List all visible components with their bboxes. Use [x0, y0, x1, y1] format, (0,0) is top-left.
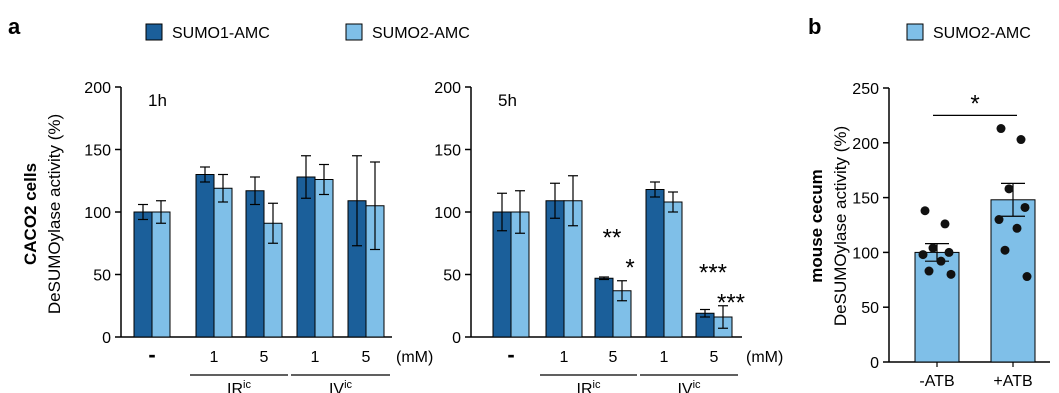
data-point — [1000, 245, 1010, 255]
y-tick-label: 100 — [84, 205, 111, 222]
x-tick-label: 1 — [660, 349, 669, 366]
legend-swatch-sumo2 — [345, 23, 363, 41]
y-tick-label: 150 — [434, 143, 461, 160]
significance-marker: ** — [603, 224, 622, 251]
x-tick-label: 1 — [311, 349, 320, 366]
y-tick-label: 50 — [861, 300, 879, 317]
x-tick-label: - — [507, 342, 514, 367]
group-label: IVic — [329, 379, 353, 393]
x-tick-label: 1 — [560, 349, 569, 366]
y-tick-label: 250 — [852, 81, 879, 98]
group-label: IVic — [677, 379, 701, 393]
data-point — [928, 243, 938, 253]
legend-swatch-b-sumo2 — [906, 23, 924, 41]
bar-sumo1 — [545, 200, 565, 338]
y-tick-label: 100 — [434, 205, 461, 222]
y-title-bold-a: CACO2 cells — [21, 163, 40, 265]
data-point — [1016, 135, 1026, 145]
bar-sumo2 — [151, 211, 171, 338]
y-tick-label: 150 — [84, 143, 111, 160]
bar-sumo1 — [296, 176, 316, 338]
chart-title: 1h — [148, 91, 167, 110]
x-unit-label: (mM) — [396, 349, 433, 366]
y-title-a: DeSUMOylase activity (%) — [45, 114, 64, 314]
y-tick-label: 0 — [452, 330, 461, 347]
data-point — [944, 247, 954, 257]
x-tick-label: 5 — [710, 349, 719, 366]
data-point — [1020, 202, 1030, 212]
x-tick-label: - — [148, 342, 155, 367]
y-tick-label: 150 — [852, 191, 879, 208]
y-title-bold-b: mouse cecum — [807, 169, 826, 282]
x-tick-label: -ATB — [919, 373, 954, 390]
significance-marker: * — [625, 254, 634, 281]
panel-letter-b: b — [808, 14, 821, 39]
y-tick-label: 50 — [443, 268, 461, 285]
data-point — [994, 215, 1004, 225]
x-tick-label: 5 — [260, 349, 269, 366]
y-tick-label: 0 — [870, 355, 879, 372]
bar-sumo2 — [213, 187, 233, 338]
bar-sumo1 — [195, 174, 215, 338]
data-point — [996, 124, 1006, 134]
y-tick-label: 100 — [852, 245, 879, 262]
y-tick-label: 200 — [852, 136, 879, 153]
legend-label-sumo1: SUMO1-AMC — [172, 25, 270, 42]
bar-sumo2 — [990, 199, 1036, 363]
significance-marker: * — [970, 90, 979, 117]
x-tick-label: 5 — [362, 349, 371, 366]
panel-letter-a: a — [8, 14, 21, 39]
data-point — [946, 269, 956, 279]
chart-title: 5h — [498, 91, 517, 110]
x-tick-label: 1 — [210, 349, 219, 366]
bar-sumo1 — [133, 211, 153, 338]
data-point — [920, 206, 930, 216]
significance-marker: *** — [717, 289, 745, 316]
y-tick-label: 50 — [93, 268, 111, 285]
bar-sumo2 — [663, 201, 683, 338]
legend-swatch-sumo1 — [145, 23, 163, 41]
bar-sumo1 — [245, 190, 265, 338]
bar-sumo2 — [914, 251, 960, 363]
group-label: IRic — [577, 379, 601, 393]
bar-sumo1 — [645, 189, 665, 338]
x-unit-label: (mM) — [746, 349, 783, 366]
y-tick-label: 200 — [84, 80, 111, 97]
data-point — [1022, 272, 1032, 282]
data-point — [1012, 223, 1022, 233]
significance-marker: *** — [699, 259, 727, 286]
legend-label-b-sumo2: SUMO2-AMC — [933, 25, 1031, 42]
legend-label-sumo2: SUMO2-AMC — [372, 25, 470, 42]
data-point — [924, 266, 934, 276]
group-label: IRic — [227, 379, 251, 393]
data-point — [936, 256, 946, 266]
data-point — [918, 250, 928, 260]
bar-sumo1 — [594, 277, 614, 338]
data-point — [940, 219, 950, 229]
y-tick-label: 200 — [434, 80, 461, 97]
x-tick-label: 5 — [609, 349, 618, 366]
x-tick-label: +ATB — [993, 373, 1032, 390]
y-tick-label: 0 — [102, 330, 111, 347]
data-point — [1004, 184, 1014, 194]
bar-sumo2 — [314, 179, 334, 338]
y-title-b: DeSUMOylase activity (%) — [831, 126, 850, 326]
